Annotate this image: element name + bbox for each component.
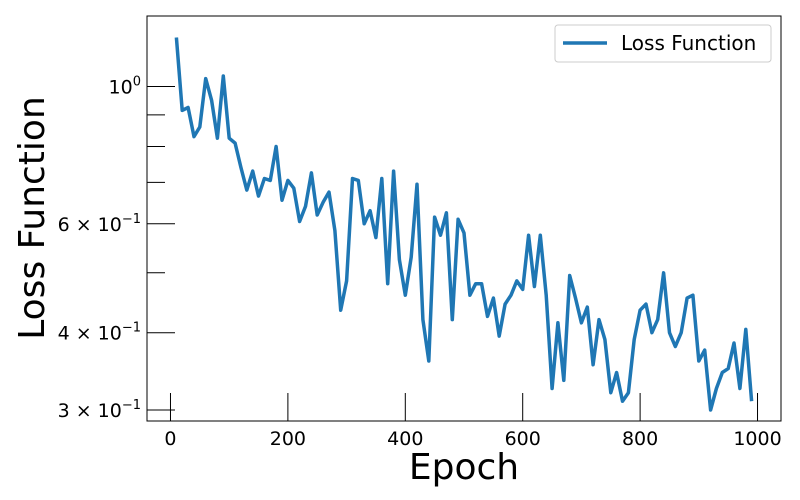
x-axis-label: Epoch (409, 447, 519, 488)
plot-frame (146, 15, 782, 422)
y-axis-label: Loss Function (12, 96, 53, 340)
x-tick-label: 400 (387, 428, 423, 450)
y-tick-label: 4 × 10−1 (58, 321, 141, 345)
legend-box (554, 24, 772, 63)
x-tick-label: 200 (270, 428, 306, 450)
legend-label: Loss Function (621, 31, 756, 55)
y-tick-label: 3 × 10−1 (58, 398, 141, 422)
series-layer (174, 37, 754, 412)
x-tick-label: 600 (505, 428, 541, 450)
axis-ticks: 0 200 400 600 800 1000 100 6 × 10−1 4 × 10−1 3 × … (58, 75, 782, 450)
y-tick-label: 6 × 10−1 (58, 212, 141, 236)
x-tick-label: 1000 (733, 428, 781, 450)
x-tick-label: 0 (164, 428, 176, 450)
legend: Loss Function (554, 24, 772, 63)
x-tick-label: 800 (622, 428, 658, 450)
y-tick-label: 100 (109, 75, 141, 99)
series-line-loss-function (174, 37, 754, 412)
